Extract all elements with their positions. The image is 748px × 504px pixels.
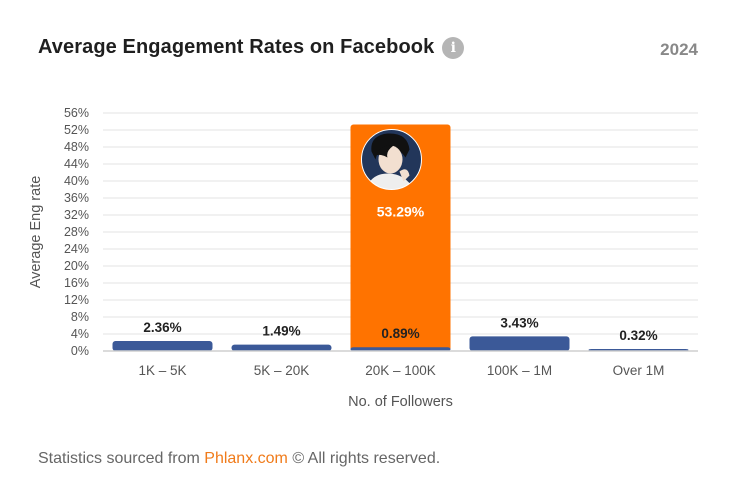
footer-suffix: © All rights reserved.: [292, 450, 441, 467]
chart-header: Average Engagement Rates on Facebook i: [38, 36, 465, 59]
source-footer: Statistics sourced from Phlanx.com © All…: [38, 450, 440, 468]
source-link[interactable]: Phlanx.com: [204, 450, 288, 467]
y-tick-label: 36%: [64, 191, 89, 205]
avatar-icon: [361, 129, 422, 191]
y-tick-label: 52%: [64, 123, 89, 137]
year-label: 2024: [660, 40, 698, 59]
avatar-fringe: [375, 145, 394, 158]
x-tick-label: Over 1M: [613, 363, 665, 378]
y-axis-title: Average Eng rate: [28, 176, 44, 289]
x-axis-title: No. of Followers: [348, 394, 453, 410]
bar: [469, 336, 570, 351]
x-tick-label: 20K – 100K: [365, 363, 436, 378]
x-tick-label: 100K – 1M: [487, 363, 552, 378]
bar-value-label: 0.32%: [619, 328, 657, 343]
bar-value-label: 3.43%: [500, 315, 538, 330]
y-tick-label: 56%: [64, 106, 89, 120]
y-tick-label: 12%: [64, 293, 89, 307]
avatar-shirt: [365, 173, 414, 190]
footer-prefix: Statistics sourced from: [38, 450, 200, 467]
bar-value-label: 0.89%: [381, 326, 419, 341]
y-tick-label: 24%: [64, 242, 89, 256]
y-tick-label: 8%: [71, 310, 89, 324]
bar: [350, 347, 451, 351]
avatar-ring: [361, 129, 422, 191]
y-tick-label: 16%: [64, 276, 89, 290]
bar-chart: 53.29% 2.36% 1.49% 0.89% 3.43% 0.32% 0% 4% 8% 1…: [28, 106, 698, 410]
bar: [112, 340, 213, 351]
x-tick-label: 1K – 5K: [138, 363, 186, 378]
y-tick-label: 40%: [64, 174, 89, 188]
bar-value-label: 2.36%: [143, 320, 181, 335]
y-tick-label: 32%: [64, 208, 89, 222]
y-tick-label: 44%: [64, 157, 89, 171]
info-icon[interactable]: i: [442, 36, 465, 59]
y-tick-label: 4%: [71, 327, 89, 341]
bar-value-label: 1.49%: [262, 324, 300, 339]
x-tick-label: 5K – 20K: [254, 363, 310, 378]
y-tick-label: 0%: [71, 344, 89, 358]
bar: [231, 344, 332, 351]
y-tick-label: 20%: [64, 259, 89, 273]
highlight-value-label: 53.29%: [377, 204, 425, 220]
y-tick-label: 28%: [64, 225, 89, 239]
avatar-art: [361, 129, 422, 190]
chart-title: Average Engagement Rates on Facebook: [38, 36, 435, 58]
avatar-hand: [399, 169, 410, 182]
y-tick-label: 48%: [64, 140, 89, 154]
